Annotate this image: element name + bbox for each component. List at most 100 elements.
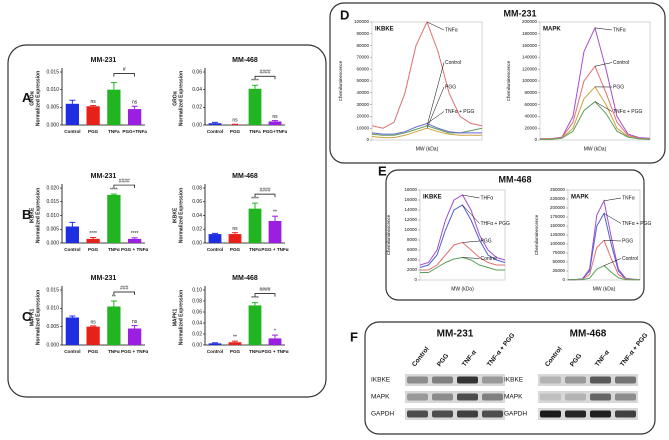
y-tick-label: 0.04 [192, 320, 202, 326]
y-tick-label: 50000 [552, 259, 565, 264]
panel-box [7, 44, 327, 398]
blot-band [565, 393, 586, 401]
significance-label: ns [90, 319, 96, 325]
panel-letter: C [22, 309, 32, 324]
row-label: MAPK [371, 394, 390, 401]
chart-title: MM-231 [91, 57, 117, 64]
trace-label: PGG [445, 84, 456, 90]
y-tick-label: 80000 [356, 43, 369, 48]
x-tick-label: PGG [230, 247, 241, 252]
y-tick-label: 0.00 [192, 342, 202, 348]
blot-band [407, 393, 428, 401]
y-axis-label: Chemiluminescence [338, 60, 343, 101]
lane-label: TNF-α + PGG [486, 332, 517, 368]
y-tick-label: 180000 [522, 31, 538, 36]
y-tick-label: 0.010 [46, 87, 59, 93]
y-tick-label: 0.015 [46, 287, 59, 293]
panel-letter: D [340, 7, 349, 22]
blot-band [615, 376, 636, 384]
x-tick-label: PGG + TNFα [121, 349, 148, 354]
x-tick-label: PGG [230, 349, 241, 354]
x-tick-label: TNFα [249, 349, 261, 354]
blot-strip [405, 374, 505, 386]
plot-area [419, 189, 506, 281]
panel-letter: E [378, 163, 387, 178]
leader-line [603, 258, 622, 266]
y-tick-label: 40000 [524, 114, 537, 119]
x-tick-label: PGG+TNFa [263, 129, 288, 134]
x-axis-label: MW (kDa) [584, 146, 607, 152]
trace-label: TNFα [445, 27, 458, 33]
significance-label: #### [259, 287, 270, 293]
y-tick-label: 0.02 [192, 227, 202, 233]
y-tick-label: 25000 [552, 268, 565, 273]
y-tick-label: 0.005 [46, 227, 59, 233]
trace-label: TNFα + PGG [445, 109, 475, 115]
y-tick-label: 175000 [550, 214, 566, 219]
y-axis-label: GROα [29, 90, 35, 105]
trace [540, 26, 651, 140]
x-tick-label: Control [207, 349, 223, 354]
bar [65, 226, 80, 243]
y-tick-label: 160000 [522, 43, 538, 48]
bar [208, 234, 222, 243]
bar [127, 328, 142, 345]
trace [540, 101, 651, 140]
y-axis-label: Normalized Expression [178, 71, 184, 126]
y-tick-label: 0.08 [192, 298, 202, 304]
lane-label: TNF-α + PGG [619, 332, 650, 368]
x-tick-label: Control [64, 349, 80, 354]
y-tick-label: 10000 [404, 227, 417, 232]
y-tick-label: 100000 [354, 19, 370, 24]
bar [127, 238, 142, 243]
significance-label: ** [233, 334, 237, 340]
significance-label: **** [251, 79, 259, 85]
lane-label: TNF-α [594, 349, 611, 368]
trace-label: THFα + PGG [481, 221, 511, 227]
y-tick-label: 80000 [524, 90, 537, 95]
y-tick-label: 0.02 [192, 105, 202, 111]
x-tick-label: Control [207, 129, 223, 134]
blot-band [407, 410, 428, 418]
significance-bracket [254, 193, 276, 198]
y-tick-label: 70000 [356, 55, 369, 60]
x-axis-label: MW (kDa) [593, 286, 616, 292]
panel-letter: A [22, 90, 32, 105]
y-axis-label: GROα [172, 90, 178, 105]
blot-band [482, 376, 503, 384]
panel-letter: B [22, 207, 31, 222]
x-tick-label: PGG [88, 247, 99, 252]
y-tick-label: 10000 [356, 125, 369, 130]
lane-label: Control [544, 346, 564, 369]
y-tick-label: 18000 [404, 187, 417, 192]
leader-line [594, 62, 613, 67]
significance-bracket [113, 73, 135, 77]
blot-band [565, 410, 586, 418]
y-tick-label: 30000 [356, 102, 369, 107]
leader-line [462, 204, 480, 224]
significance-label: ### [120, 285, 129, 291]
bar [65, 317, 80, 345]
blot-band [457, 410, 478, 418]
row-label: IKBKE [371, 377, 391, 384]
leader-line [426, 62, 445, 126]
y-tick-label: 0.06 [192, 309, 202, 315]
x-tick-label: TNFa [249, 129, 261, 134]
bar [248, 88, 262, 125]
y-tick-label: 2000 [407, 267, 418, 272]
y-tick-label: 0.000 [46, 240, 59, 246]
chart-title: IKBKE [375, 27, 394, 33]
y-axis-label: MAPK1 [29, 309, 35, 327]
significance-label: ns [132, 100, 138, 106]
blot-band [457, 376, 478, 384]
leader-line [594, 27, 613, 31]
trace-label: PGG [481, 238, 492, 244]
panel-box [364, 321, 656, 435]
y-tick-label: 0.02 [192, 331, 202, 337]
group-title: MM-468 [498, 174, 531, 184]
chart-title: MM-231 [91, 275, 117, 282]
y-tick-label: 0.005 [46, 324, 59, 330]
significance-label: * [274, 328, 276, 334]
significance-label: **** [110, 187, 118, 193]
y-tick-label: 120000 [522, 66, 538, 71]
